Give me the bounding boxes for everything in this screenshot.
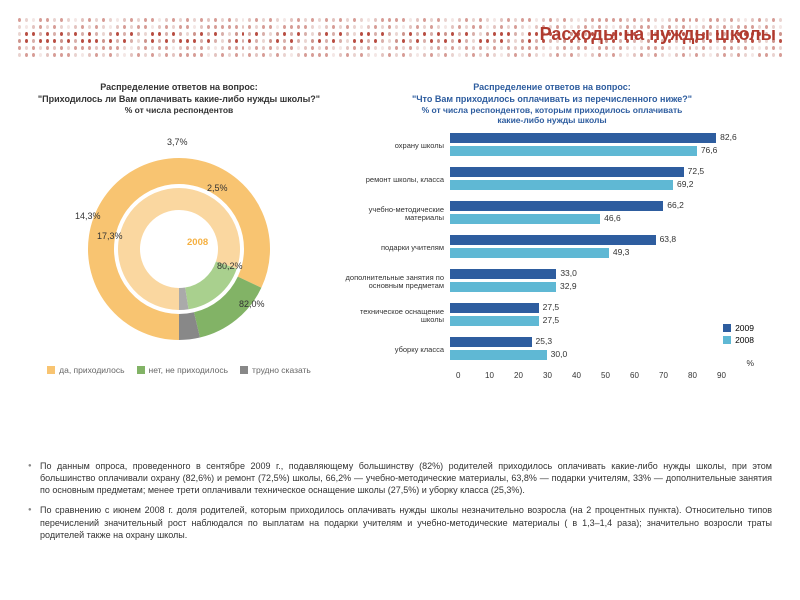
bar <box>450 282 556 292</box>
bar-value: 33,0 <box>560 268 577 278</box>
legend-item: да, приходилось <box>47 365 124 375</box>
bar-value: 25,3 <box>536 336 553 346</box>
donut-panel: Распределение ответов на вопрос: "Приход… <box>0 82 340 380</box>
bar-title-2: "Что Вам приходилось оплачивать из переч… <box>340 94 764 106</box>
bar-value: 46,6 <box>604 213 621 223</box>
bar <box>450 350 547 360</box>
bar <box>450 167 684 177</box>
bar-sub-2: какие-либо нужды школы <box>340 115 764 125</box>
donut-value-label: 17,3% <box>97 231 123 241</box>
bar-category-label: техническое оснащение школы <box>340 308 450 325</box>
bar <box>450 269 556 279</box>
bullet-list: По данным опроса, проведенного в сентябр… <box>28 460 772 549</box>
bar-category-label: охрану школы <box>340 142 450 150</box>
bar-category-label: ремонт школы, класса <box>340 176 450 184</box>
bar-value: 82,6 <box>720 132 737 142</box>
bar-value: 76,6 <box>701 145 718 155</box>
bar <box>450 180 673 190</box>
bar-legend-item: 2009 <box>723 323 754 333</box>
bar <box>450 214 600 224</box>
bar-value: 32,9 <box>560 281 577 291</box>
bar-category-label: уборку класса <box>340 346 450 354</box>
bar <box>450 337 532 347</box>
bar-value: 27,5 <box>543 302 560 312</box>
bar-title-1: Распределение ответов на вопрос: <box>340 82 764 94</box>
bar-value: 72,5 <box>688 166 705 176</box>
bar <box>450 146 697 156</box>
bullet-item: По данным опроса, проведенного в сентябр… <box>28 460 772 496</box>
donut-value-label: 82,0% <box>239 299 265 309</box>
page-title: Расходы на нужды школы <box>540 24 776 45</box>
bar-category-label: дополнительные занятия по основным предм… <box>340 274 450 291</box>
bar-legend-item: 2008 <box>723 335 754 345</box>
donut-value-label: 14,3% <box>75 211 101 221</box>
donut-chart: 2009 2008 82,0%80,2%14,3%17,3%3,7%2,5% <box>59 121 299 361</box>
donut-value-label: 2,5% <box>207 183 228 193</box>
bar-category-label: учебно-методические материалы <box>340 206 450 223</box>
bar-category-label: подарки учителям <box>340 244 450 252</box>
bar-value: 30,0 <box>551 349 568 359</box>
bar-sub-1: % от числа респондентов, которым приходи… <box>340 105 764 115</box>
bar <box>450 248 609 258</box>
bullet-item: По сравнению с июнем 2008 г. доля родите… <box>28 504 772 540</box>
bar <box>450 316 539 326</box>
donut-subtitle: % от числа респондентов <box>18 105 340 115</box>
charts-region: Распределение ответов на вопрос: "Приход… <box>0 82 800 380</box>
bar-chart: охрану школы 82,676,6 ремонт школы, класса… <box>340 133 764 380</box>
bar-value: 63,8 <box>660 234 677 244</box>
donut-legend: да, приходилось нет, не приходилось трудно… <box>18 365 340 375</box>
donut-title-1: Распределение ответов на вопрос: <box>18 82 340 94</box>
bar-value: 27,5 <box>543 315 560 325</box>
legend-item: трудно сказать <box>240 365 311 375</box>
bar <box>450 303 539 313</box>
bar-pct-label: % <box>746 358 754 368</box>
bar <box>450 235 656 245</box>
donut-title-2: "Приходилось ли Вам оплачивать какие-либ… <box>18 94 340 106</box>
bar <box>450 201 663 211</box>
donut-value-label: 3,7% <box>167 137 188 147</box>
bar <box>450 133 716 143</box>
bar-value: 69,2 <box>677 179 694 189</box>
legend-item: нет, не приходилось <box>137 365 229 375</box>
donut-value-label: 80,2% <box>217 261 243 271</box>
bar-value: 49,3 <box>613 247 630 257</box>
bar-value: 66,2 <box>667 200 684 210</box>
bar-panel: Распределение ответов на вопрос: "Что Ва… <box>340 82 782 380</box>
bar-legend: 2009 2008 <box>723 323 754 347</box>
